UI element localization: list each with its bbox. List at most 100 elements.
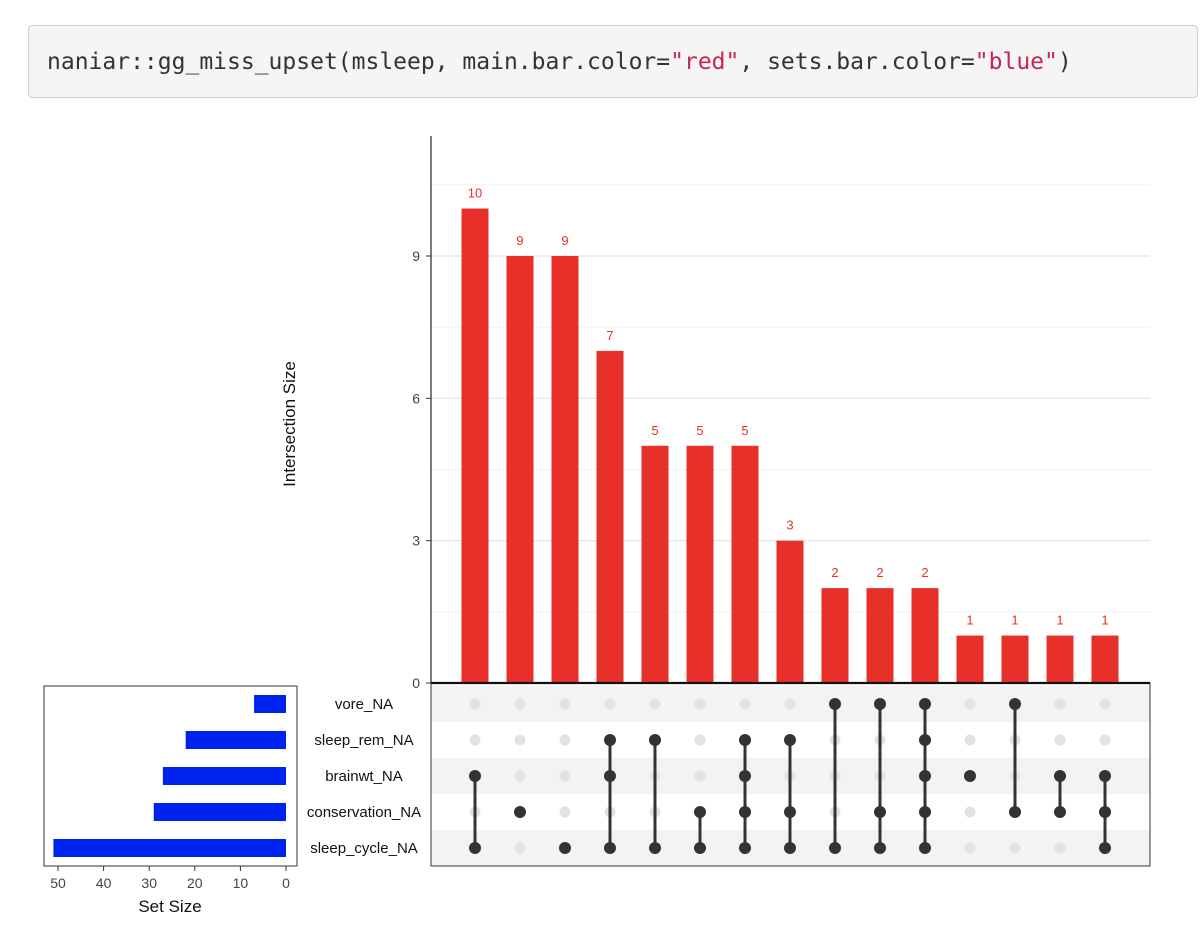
matrix-dot-inactive [964, 806, 976, 818]
matrix-dot-inactive [559, 734, 571, 746]
bar-value-label: 5 [651, 423, 658, 438]
y-tick-label: 3 [412, 533, 420, 549]
intersection-bar [596, 350, 624, 683]
bar-value-label: 1 [966, 613, 973, 628]
code-token: naniar::gg_miss_upset(msleep, main.bar.c… [47, 48, 671, 75]
matrix-dot-active [919, 806, 931, 818]
bar-value-label: 5 [741, 423, 748, 438]
matrix-dot-active [874, 698, 886, 710]
set-size-bar [254, 695, 286, 713]
matrix-dot-active [739, 806, 751, 818]
matrix-dot-inactive [964, 734, 976, 746]
set-name-label: sleep_rem_NA [314, 732, 413, 749]
matrix-dot-active [919, 770, 931, 782]
set-size-bar [153, 803, 286, 821]
matrix-dot-active [964, 770, 976, 782]
set-size-bar [162, 767, 286, 785]
matrix-dot-inactive [739, 698, 751, 710]
matrix-dot-active [604, 734, 616, 746]
set-size-tick-label: 20 [187, 875, 203, 891]
set-name-label: brainwt_NA [325, 768, 403, 785]
matrix-dot-inactive [649, 698, 661, 710]
intersection-bar [461, 208, 489, 684]
intersection-bar [866, 588, 894, 683]
matrix-dot-active [604, 770, 616, 782]
matrix-dot-active [1009, 806, 1021, 818]
intersection-bar [776, 540, 804, 683]
matrix-dot-inactive [469, 734, 481, 746]
matrix-dot-inactive [469, 698, 481, 710]
matrix-dot-active [514, 806, 526, 818]
bar-value-label: 3 [786, 518, 793, 533]
matrix-dot-inactive [964, 842, 976, 854]
matrix-dot-active [739, 770, 751, 782]
intersection-bar [731, 445, 759, 683]
code-block: naniar::gg_miss_upset(msleep, main.bar.c… [28, 25, 1198, 98]
matrix-dot-inactive [559, 806, 571, 818]
intersection-bar [641, 445, 669, 683]
code-token: "blue" [974, 48, 1058, 75]
matrix-dot-inactive [694, 734, 706, 746]
set-name-label: sleep_cycle_NA [310, 840, 418, 857]
matrix-dot-inactive [1054, 698, 1066, 710]
matrix-dot-active [1009, 698, 1021, 710]
y-tick-label: 9 [412, 248, 420, 264]
matrix-dot-inactive [559, 698, 571, 710]
bar-value-label: 2 [921, 565, 928, 580]
matrix-dot-active [694, 842, 706, 854]
matrix-dot-active [469, 770, 481, 782]
matrix-dot-active [784, 842, 796, 854]
matrix-dot-active [919, 698, 931, 710]
bar-value-label: 2 [876, 565, 883, 580]
set-size-tick-label: 50 [50, 875, 66, 891]
intersection-bar [911, 588, 939, 683]
matrix-dot-inactive [694, 698, 706, 710]
matrix-dot-active [739, 734, 751, 746]
intersection-bar [1001, 635, 1029, 683]
set-size-tick-label: 10 [233, 875, 249, 891]
matrix-dot-active [1054, 770, 1066, 782]
set-size-tick-label: 0 [282, 875, 290, 891]
bar-value-label: 1 [1101, 613, 1108, 628]
matrix-dot-inactive [604, 698, 616, 710]
matrix-dot-active [1099, 842, 1111, 854]
matrix-dot-active [1099, 806, 1111, 818]
set-name-label: vore_NA [335, 696, 393, 713]
matrix-dot-inactive [1054, 842, 1066, 854]
matrix-dot-active [559, 842, 571, 854]
matrix-dot-inactive [1009, 842, 1021, 854]
intersection-bar [551, 256, 579, 683]
matrix-dot-active [1054, 806, 1066, 818]
matrix-dot-active [874, 842, 886, 854]
matrix-dot-active [784, 806, 796, 818]
matrix-dot-active [829, 698, 841, 710]
set-size-bar [53, 839, 286, 857]
matrix-dot-inactive [514, 734, 526, 746]
matrix-dot-active [829, 842, 841, 854]
intersection-bar [686, 445, 714, 683]
matrix-dot-active [604, 842, 616, 854]
bar-value-label: 2 [831, 565, 838, 580]
matrix-dot-active [649, 842, 661, 854]
intersection-bar [1046, 635, 1074, 683]
bar-value-label: 1 [1011, 613, 1018, 628]
bar-value-label: 7 [606, 328, 613, 343]
matrix-dot-active [694, 806, 706, 818]
matrix-dot-inactive [514, 842, 526, 854]
matrix-dot-inactive [694, 770, 706, 782]
matrix-dot-active [1099, 770, 1111, 782]
set-name-label: conservation_NA [307, 804, 421, 821]
matrix-dot-inactive [784, 698, 796, 710]
matrix-dot-inactive [514, 698, 526, 710]
code-token: "red" [670, 48, 740, 75]
matrix-dot-inactive [1099, 698, 1111, 710]
bar-value-label: 9 [516, 233, 523, 248]
set-size-tick-label: 30 [141, 875, 157, 891]
bar-value-label: 10 [468, 186, 482, 201]
bar-value-label: 5 [696, 423, 703, 438]
matrix-dot-inactive [514, 770, 526, 782]
y-axis-label: Intersection Size [280, 361, 299, 487]
x-axis-label: Set Size [138, 897, 201, 916]
bar-value-label: 1 [1056, 613, 1063, 628]
